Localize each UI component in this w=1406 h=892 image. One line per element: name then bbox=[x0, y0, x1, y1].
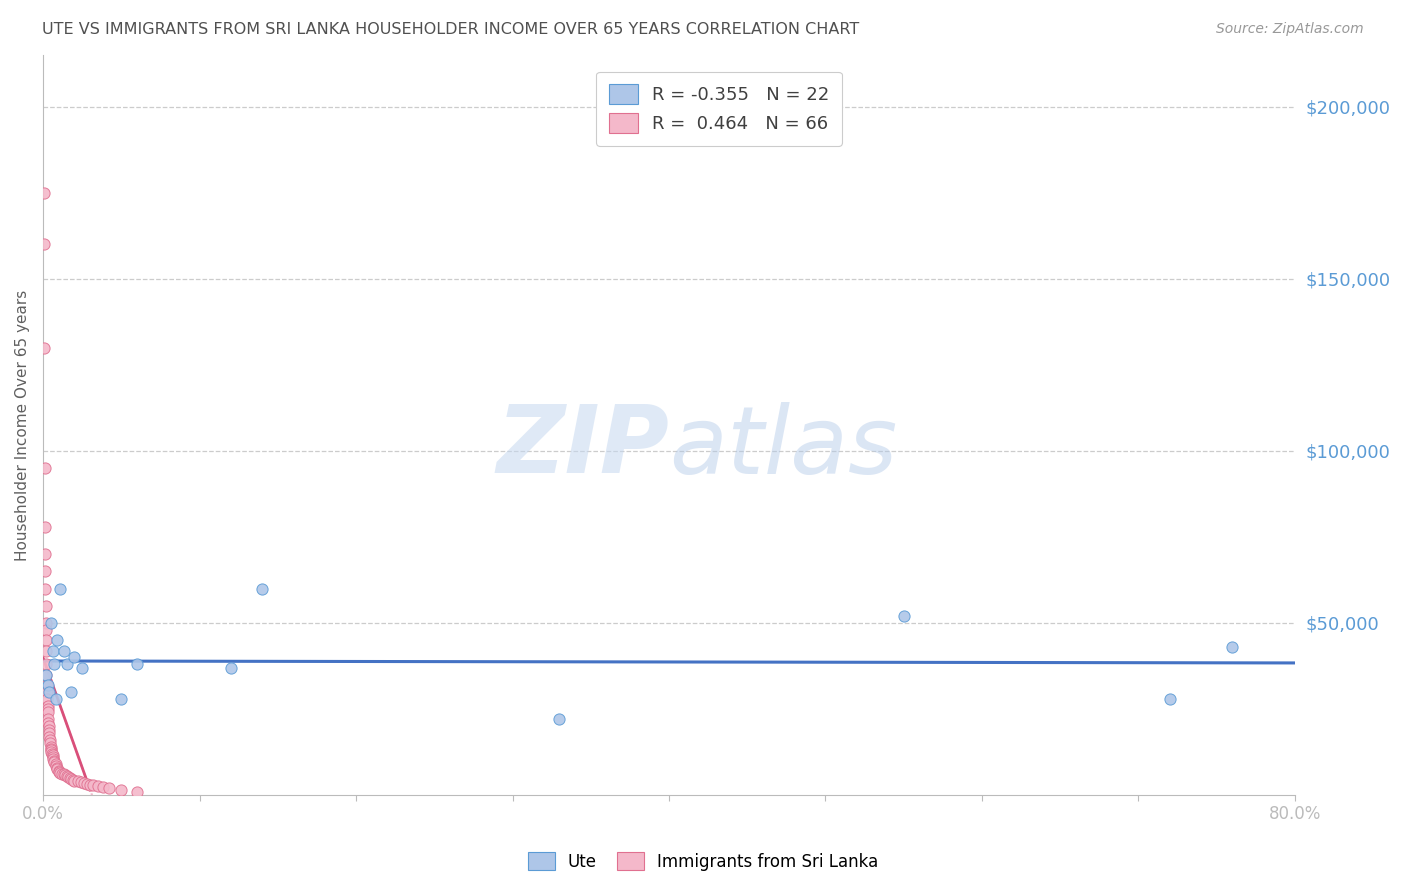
Point bbox=[37, 715, 59, 730]
Point bbox=[38, 685, 60, 699]
Point bbox=[72, 661, 94, 675]
Text: UTE VS IMMIGRANTS FROM SRI LANKA HOUSEHOLDER INCOME OVER 65 YEARS CORRELATION CH: UTE VS IMMIGRANTS FROM SRI LANKA HOUSEHO… bbox=[42, 22, 859, 37]
Point bbox=[45, 759, 67, 773]
Point bbox=[32, 186, 55, 200]
Point bbox=[44, 756, 66, 770]
Point bbox=[893, 609, 915, 624]
Point bbox=[62, 772, 84, 787]
Point bbox=[51, 766, 73, 780]
Point bbox=[1220, 640, 1243, 654]
Point bbox=[37, 712, 59, 726]
Point bbox=[35, 623, 58, 637]
Point bbox=[69, 775, 91, 789]
Point bbox=[34, 519, 56, 533]
Point bbox=[42, 752, 65, 766]
Point bbox=[59, 771, 82, 785]
Point bbox=[41, 748, 63, 763]
Point bbox=[52, 643, 75, 657]
Point bbox=[41, 745, 63, 759]
Point bbox=[219, 661, 242, 675]
Point bbox=[37, 702, 59, 716]
Point bbox=[34, 237, 56, 252]
Point bbox=[46, 633, 69, 648]
Point bbox=[41, 747, 63, 761]
Text: atlas: atlas bbox=[669, 401, 897, 492]
Point bbox=[34, 461, 56, 475]
Point bbox=[46, 760, 69, 774]
Point bbox=[110, 691, 132, 706]
Point bbox=[548, 712, 571, 726]
Point bbox=[45, 691, 67, 706]
Point bbox=[76, 777, 98, 791]
Point bbox=[38, 719, 60, 733]
Point bbox=[34, 565, 56, 579]
Point bbox=[97, 781, 120, 796]
Point bbox=[87, 780, 110, 794]
Point bbox=[49, 765, 72, 780]
Point bbox=[53, 768, 76, 782]
Point bbox=[55, 657, 77, 672]
Legend: Ute, Immigrants from Sri Lanka: Ute, Immigrants from Sri Lanka bbox=[520, 844, 886, 880]
Point bbox=[125, 784, 148, 798]
Point bbox=[55, 769, 77, 783]
Point bbox=[35, 615, 58, 630]
Point bbox=[73, 776, 96, 790]
Point bbox=[37, 698, 59, 713]
Point bbox=[38, 730, 60, 744]
Point bbox=[37, 691, 59, 706]
Point bbox=[39, 741, 62, 756]
Point bbox=[58, 770, 80, 784]
Point bbox=[39, 743, 62, 757]
Point bbox=[44, 754, 66, 768]
Point bbox=[63, 650, 86, 665]
Point bbox=[79, 778, 101, 792]
Point bbox=[66, 774, 89, 789]
Point bbox=[46, 762, 69, 776]
Point bbox=[82, 779, 104, 793]
Point bbox=[35, 678, 58, 692]
Point bbox=[39, 736, 62, 750]
Point bbox=[110, 783, 132, 797]
Point bbox=[34, 547, 56, 561]
Point bbox=[34, 582, 56, 596]
Y-axis label: Householder Income Over 65 years: Householder Income Over 65 years bbox=[15, 290, 30, 561]
Point bbox=[39, 615, 62, 630]
Text: Source: ZipAtlas.com: Source: ZipAtlas.com bbox=[1216, 22, 1364, 37]
Point bbox=[35, 667, 58, 681]
Point bbox=[35, 685, 58, 699]
Point bbox=[49, 582, 72, 596]
Point bbox=[91, 780, 114, 795]
Point bbox=[63, 773, 86, 788]
Point bbox=[48, 764, 70, 779]
Point bbox=[45, 757, 67, 772]
Point bbox=[44, 657, 66, 672]
Point bbox=[41, 750, 63, 764]
Point bbox=[34, 341, 56, 355]
Point bbox=[60, 772, 83, 786]
Point bbox=[48, 764, 70, 778]
Point bbox=[35, 657, 58, 672]
Point bbox=[38, 733, 60, 747]
Point bbox=[41, 643, 63, 657]
Point bbox=[35, 633, 58, 648]
Point bbox=[34, 599, 56, 613]
Point bbox=[52, 767, 75, 781]
Point bbox=[38, 723, 60, 737]
Point bbox=[37, 706, 59, 720]
Point bbox=[38, 726, 60, 740]
Point bbox=[37, 678, 59, 692]
Point bbox=[60, 685, 83, 699]
Point bbox=[1159, 691, 1181, 706]
Point bbox=[35, 667, 58, 681]
Text: ZIP: ZIP bbox=[496, 401, 669, 493]
Point bbox=[35, 643, 58, 657]
Point bbox=[252, 582, 274, 596]
Point bbox=[39, 739, 62, 754]
Point bbox=[125, 657, 148, 672]
Legend: R = -0.355   N = 22, R =  0.464   N = 66: R = -0.355 N = 22, R = 0.464 N = 66 bbox=[596, 71, 842, 145]
